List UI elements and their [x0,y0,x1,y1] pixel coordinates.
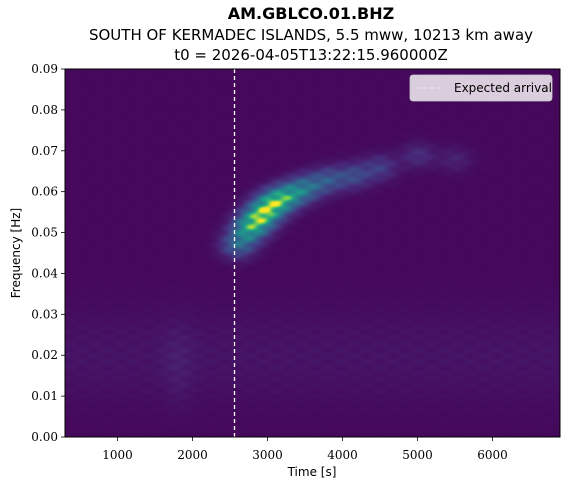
spectrogram-image [65,69,560,437]
x-axis-label: Time [s] [287,465,337,479]
legend: Expected arrival [409,74,553,102]
chart-title: AM.GBLCO.01.BHZ [228,4,395,23]
y-tick-label: 0.02 [31,348,58,362]
legend-box [409,74,553,102]
plot-frame [64,68,561,438]
y-tick-label: 0.04 [31,266,58,280]
y-tick-label: 0.06 [31,185,58,199]
y-tick-label: 0.03 [31,307,58,321]
x-tick-label: 6000 [477,448,508,462]
x-tick-label: 1000 [102,448,133,462]
y-tick-label: 0.09 [31,62,58,76]
x-tick-label: 5000 [402,448,433,462]
x-tick-label: 4000 [327,448,358,462]
y-axis-ticks: 0.00 0.01 0.02 0.03 0.04 0.05 0.06 0.07 0.08 0.09 [31,62,65,444]
legend-label: Expected arrival [454,81,552,95]
y-tick-label: 0.08 [31,103,58,117]
y-tick-label: 0.01 [31,389,58,403]
y-tick-label: 0.07 [31,144,58,158]
x-axis-ticks: 1000 2000 3000 4000 5000 6000 [102,437,508,462]
x-tick-label: 2000 [177,448,208,462]
y-tick-label: 0.00 [31,430,58,444]
x-tick-label: 3000 [252,448,283,462]
y-tick-label: 0.05 [31,226,58,240]
chart-subtitle-t0: t0 = 2026-04-05T13:22:15.960000Z [174,46,448,64]
y-axis-label: Frequency [Hz] [9,208,23,299]
chart-subtitle: SOUTH OF KERMADEC ISLANDS, 5.5 mww, 1021… [89,26,533,44]
